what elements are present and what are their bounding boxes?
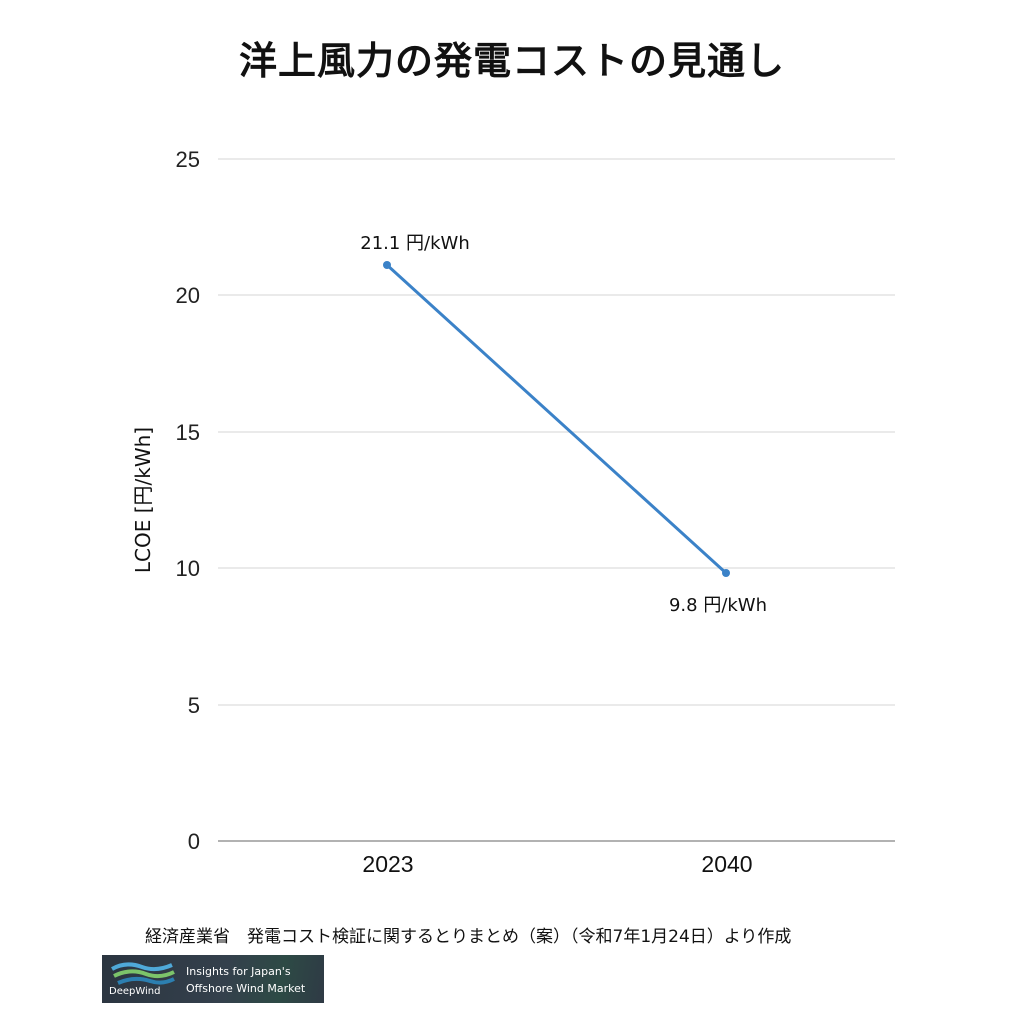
y-tick: 20: [176, 283, 200, 308]
x-axis-ticks: 2023 2040: [362, 851, 752, 877]
tagline-line2: Offshore Wind Market: [186, 982, 306, 995]
data-point: [722, 569, 730, 577]
data-label: 9.8 円/kWh: [669, 595, 767, 616]
x-tick: 2023: [362, 851, 413, 877]
logo-tagline: Insights for Japan's Offshore Wind Marke…: [186, 963, 305, 997]
x-tick: 2040: [701, 851, 752, 877]
series-line: [385, 263, 728, 575]
gridlines: [218, 158, 895, 842]
y-axis-ticks: 25 20 15 10 5 0: [176, 147, 200, 854]
y-tick: 15: [176, 420, 200, 445]
y-tick: 5: [188, 693, 200, 718]
data-label: 21.1 円/kWh: [360, 233, 470, 254]
tagline-line1: Insights for Japan's: [186, 965, 291, 978]
source-note: 経済産業省 発電コスト検証に関するとりまとめ（案）（令和7年1月24日）より作成: [145, 927, 792, 947]
y-axis-label: LCOE [円/kWh]: [131, 427, 155, 573]
y-tick: 25: [176, 147, 200, 172]
chart-title: 洋上風力の発電コストの見通し: [238, 39, 785, 83]
line-chart: 25 20 15 10 5 0 LCOE [円/kWh] 2023 2040 2…: [131, 147, 895, 877]
data-point: [383, 261, 391, 269]
y-tick: 0: [188, 829, 200, 854]
y-tick: 10: [176, 556, 200, 581]
logo-name: DeepWind: [109, 986, 161, 997]
wave-icon: [111, 962, 175, 985]
deepwind-logo: DeepWind Insights for Japan's Offshore W…: [102, 955, 324, 1003]
series-lcoe: [383, 261, 730, 577]
